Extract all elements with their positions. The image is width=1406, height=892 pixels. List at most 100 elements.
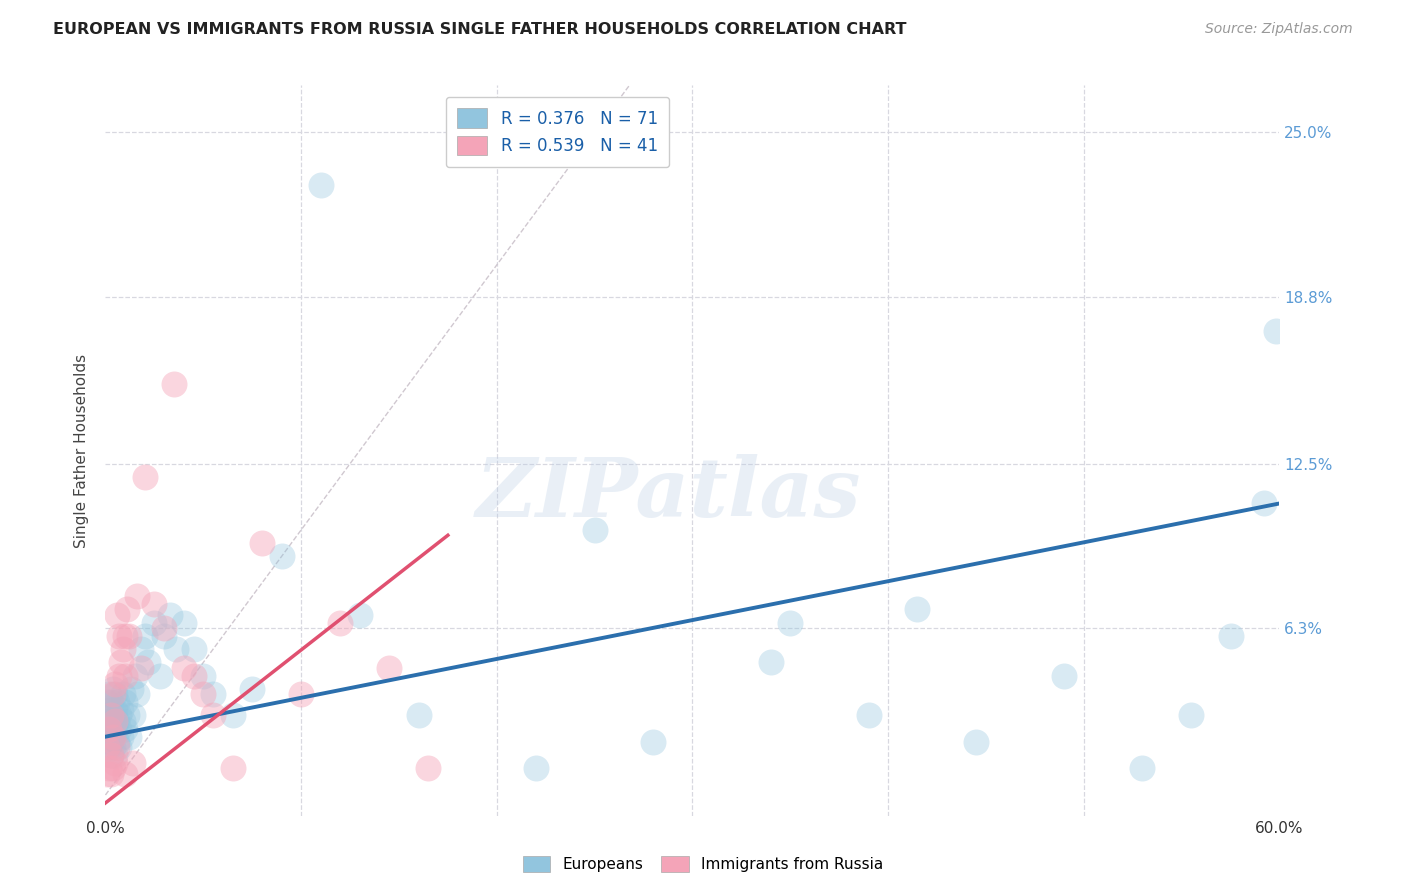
Point: [143, 597, 166, 611]
Point: [108, 629, 131, 643]
Point: [103, 714, 125, 728]
Point: [105, 735, 128, 749]
Point: [183, 642, 205, 657]
Point: [134, 470, 156, 484]
Point: [120, 681, 142, 696]
Point: [104, 676, 127, 690]
Point: [270, 549, 292, 564]
Point: [114, 766, 136, 780]
Point: [163, 377, 186, 392]
Point: [221, 762, 243, 776]
Point: [98, 740, 121, 755]
Y-axis label: Single Father Households: Single Father Households: [75, 353, 90, 548]
Legend: R = 0.376   N = 71, R = 0.539   N = 41: R = 0.376 N = 71, R = 0.539 N = 41: [446, 96, 669, 167]
Point: [759, 656, 782, 670]
Point: [100, 695, 122, 709]
Point: [779, 615, 801, 630]
Point: [98, 722, 121, 736]
Point: [103, 762, 125, 776]
Point: [378, 661, 401, 675]
Point: [153, 621, 176, 635]
Point: [583, 523, 606, 537]
Legend: Europeans, Immigrants from Russia: Europeans, Immigrants from Russia: [515, 848, 891, 880]
Point: [103, 730, 125, 744]
Point: [965, 735, 987, 749]
Point: [100, 722, 122, 736]
Point: [98, 703, 121, 717]
Point: [104, 748, 127, 763]
Point: [1053, 669, 1076, 683]
Point: [643, 735, 665, 749]
Point: [159, 607, 181, 622]
Point: [202, 687, 225, 701]
Point: [103, 687, 125, 701]
Point: [104, 687, 127, 701]
Point: [98, 762, 121, 776]
Point: [524, 762, 547, 776]
Point: [153, 629, 176, 643]
Point: [138, 656, 160, 670]
Point: [114, 722, 136, 736]
Point: [290, 687, 312, 701]
Point: [349, 607, 371, 622]
Point: [408, 708, 430, 723]
Point: [125, 687, 148, 701]
Point: [104, 703, 127, 717]
Point: [98, 730, 121, 744]
Point: [100, 708, 122, 723]
Point: [165, 642, 187, 657]
Point: [418, 762, 440, 776]
Point: [100, 748, 122, 763]
Point: [110, 656, 132, 670]
Point: [114, 695, 136, 709]
Point: [858, 708, 880, 723]
Point: [96, 740, 118, 755]
Point: [100, 708, 122, 723]
Point: [104, 722, 127, 736]
Point: [124, 669, 146, 683]
Point: [96, 722, 118, 736]
Point: [193, 687, 215, 701]
Point: [98, 687, 121, 701]
Point: [329, 615, 352, 630]
Text: EUROPEAN VS IMMIGRANTS FROM RUSSIA SINGLE FATHER HOUSEHOLDS CORRELATION CHART: EUROPEAN VS IMMIGRANTS FROM RUSSIA SINGL…: [53, 22, 907, 37]
Point: [110, 730, 132, 744]
Point: [1132, 762, 1154, 776]
Point: [1219, 629, 1241, 643]
Point: [118, 730, 141, 744]
Point: [114, 669, 136, 683]
Point: [112, 714, 135, 728]
Point: [100, 748, 122, 763]
Point: [121, 756, 143, 771]
Point: [1180, 708, 1202, 723]
Point: [125, 589, 148, 603]
Point: [183, 669, 205, 683]
Text: Source: ZipAtlas.com: Source: ZipAtlas.com: [1205, 22, 1353, 37]
Point: [105, 607, 128, 622]
Point: [105, 695, 128, 709]
Point: [173, 615, 195, 630]
Point: [104, 756, 127, 771]
Point: [173, 661, 195, 675]
Point: [143, 615, 166, 630]
Point: [96, 766, 118, 780]
Point: [100, 735, 122, 749]
Point: [115, 602, 138, 616]
Point: [115, 708, 138, 723]
Point: [221, 708, 243, 723]
Point: [105, 740, 128, 755]
Point: [108, 722, 131, 736]
Point: [103, 740, 125, 755]
Text: ZIPatlas: ZIPatlas: [477, 454, 862, 534]
Point: [96, 695, 118, 709]
Point: [103, 730, 125, 744]
Point: [108, 669, 131, 683]
Point: [129, 642, 152, 657]
Point: [309, 178, 332, 193]
Point: [108, 740, 131, 755]
Point: [100, 766, 122, 780]
Point: [103, 681, 125, 696]
Point: [1253, 496, 1275, 510]
Point: [907, 602, 929, 616]
Point: [98, 714, 121, 728]
